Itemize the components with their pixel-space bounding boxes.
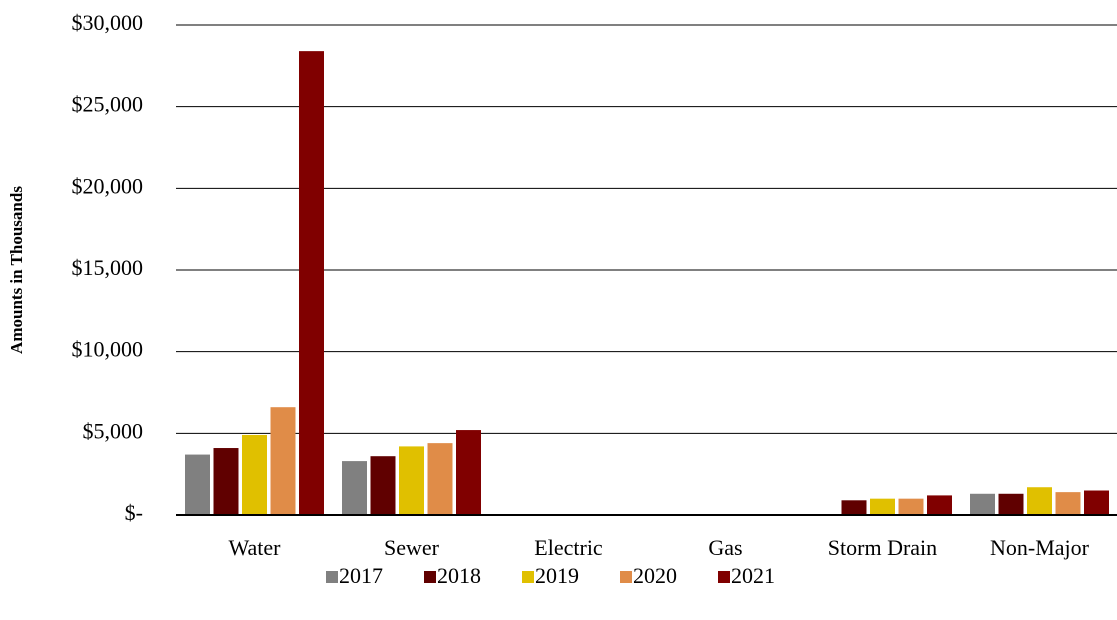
bar xyxy=(1055,492,1081,515)
bar xyxy=(299,51,324,516)
x-tick-label: Water xyxy=(229,535,282,560)
bar xyxy=(1084,490,1109,515)
bar xyxy=(399,446,424,515)
bar xyxy=(213,448,239,515)
legend-label: 2018 xyxy=(437,563,481,588)
x-tick-label: Electric xyxy=(534,535,603,560)
bar xyxy=(1027,487,1052,515)
bar xyxy=(427,443,453,515)
legend-swatch xyxy=(718,571,730,583)
x-tick-label: Storm Drain xyxy=(828,535,937,560)
y-tick-label: $30,000 xyxy=(72,10,144,35)
legend-label: 2021 xyxy=(731,563,775,588)
bar xyxy=(927,495,952,515)
legend-swatch xyxy=(620,571,632,583)
x-tick-label: Sewer xyxy=(384,535,440,560)
y-tick-label: $- xyxy=(125,500,143,525)
y-tick-label: $20,000 xyxy=(72,173,144,198)
bar xyxy=(970,493,995,515)
x-tick-label: Non-Major xyxy=(990,535,1090,560)
y-tick-label: $25,000 xyxy=(72,92,144,117)
bar xyxy=(342,461,367,515)
legend-label: 2019 xyxy=(535,563,579,588)
legend-swatch xyxy=(522,571,534,583)
legend-swatch xyxy=(326,571,338,583)
bar xyxy=(456,430,481,515)
legend-swatch xyxy=(424,571,436,583)
x-tick-label: Gas xyxy=(708,535,742,560)
y-tick-label: $5,000 xyxy=(83,418,144,443)
bar xyxy=(898,498,924,515)
y-tick-label: $15,000 xyxy=(72,255,144,280)
bar xyxy=(185,454,210,515)
bar xyxy=(998,493,1024,515)
bar xyxy=(242,434,267,515)
legend-label: 2020 xyxy=(633,563,677,588)
legend-label: 2017 xyxy=(339,563,383,588)
y-axis-label: Amounts in Thousands xyxy=(7,186,26,354)
bar xyxy=(841,500,867,515)
y-tick-label: $10,000 xyxy=(72,337,144,362)
bar xyxy=(270,407,296,515)
bar xyxy=(870,498,895,515)
bar xyxy=(370,456,396,515)
